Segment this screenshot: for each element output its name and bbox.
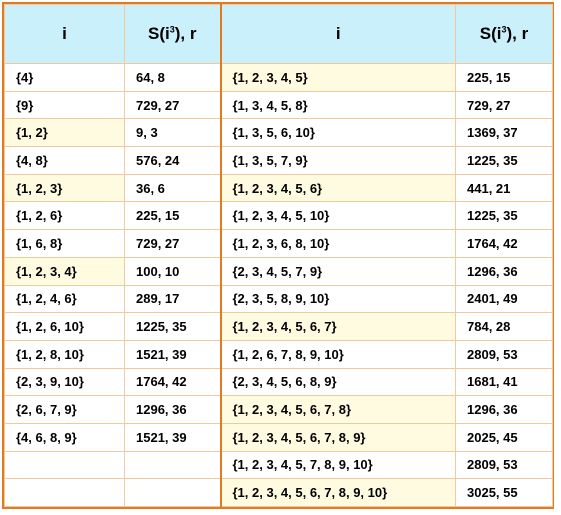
left-set-cell: {1, 2, 3, 4} xyxy=(4,256,125,286)
left-value-cell: 1521, 39 xyxy=(124,422,221,452)
table-row: {1, 2, 6, 10} 1225, 35 {1, 2, 3, 4, 5, 6, … xyxy=(4,312,553,341)
left-value-cell: 289, 17 xyxy=(124,284,221,314)
header-s-left: S(i3), r xyxy=(124,4,221,64)
right-set-cell: {1, 2, 3, 4, 5, 6, 7} xyxy=(219,312,456,341)
right-value-cell: 729, 27 xyxy=(455,90,553,120)
header-s-suffix: ), r xyxy=(174,24,197,43)
left-set-cell: {4} xyxy=(4,63,125,92)
header-s-prefix: S(i xyxy=(479,24,502,43)
left-set-cell xyxy=(4,478,125,507)
right-value-cell: 2025, 45 xyxy=(455,422,553,452)
left-set-cell: {1, 2, 6} xyxy=(4,201,125,231)
right-set-cell: {1, 3, 5, 6, 10} xyxy=(219,118,456,148)
right-set-cell: {1, 2, 3, 6, 8, 10} xyxy=(219,229,456,258)
left-value-cell xyxy=(124,450,221,480)
right-value-cell: 2809, 53 xyxy=(455,450,553,480)
header-s-prefix: S(i xyxy=(148,24,170,43)
right-value-cell: 1369, 37 xyxy=(455,118,553,148)
table-frame: i S(i3), r i S(i3), r {4} 64, 8 {1, 2, 3, … xyxy=(2,2,554,509)
right-set-cell: {1, 2, 6, 7, 8, 9, 10} xyxy=(219,339,456,369)
right-set-cell: {1, 2, 3, 4, 5, 6, 7, 8} xyxy=(219,395,456,424)
right-value-cell: 1225, 35 xyxy=(455,201,553,231)
left-set-cell: {1, 6, 8} xyxy=(4,229,125,258)
left-set-cell xyxy=(4,450,125,480)
table-row: {1, 6, 8} 729, 27 {1, 2, 3, 6, 8, 10} 1764,… xyxy=(4,229,553,258)
right-value-cell: 784, 28 xyxy=(455,312,553,341)
right-value-cell: 1225, 35 xyxy=(455,146,553,175)
table-row: {2, 3, 9, 10} 1764, 42 {2, 3, 4, 5, 6, 8, … xyxy=(4,367,553,397)
table-row: {1, 2, 4, 6} 289, 17 {2, 3, 5, 8, 9, 10} 24… xyxy=(4,284,553,314)
right-value-cell: 1681, 41 xyxy=(455,367,553,397)
left-set-cell: {9} xyxy=(4,90,125,120)
right-value-cell: 1296, 36 xyxy=(455,256,553,286)
table-row: {1, 2, 3, 4, 5, 7, 8, 9, 10} 2809, 53 xyxy=(4,450,553,480)
right-set-cell: {1, 2, 3, 4, 5, 10} xyxy=(219,201,456,231)
right-set-cell: {2, 3, 4, 5, 7, 9} xyxy=(219,256,456,286)
table-row: {1, 2, 3} 36, 6 {1, 2, 3, 4, 5, 6} 441, 21 xyxy=(4,173,553,203)
header-s-sup: 3 xyxy=(501,24,507,35)
table-row: {4} 64, 8 {1, 2, 3, 4, 5} 225, 15 xyxy=(4,63,553,92)
left-value-cell: 1225, 35 xyxy=(124,312,221,341)
right-value-cell: 2401, 49 xyxy=(455,284,553,314)
table-row: {1, 2} 9, 3 {1, 3, 5, 6, 10} 1369, 37 xyxy=(4,118,553,148)
left-set-cell: {1, 2, 4, 6} xyxy=(4,284,125,314)
right-value-cell: 441, 21 xyxy=(455,173,553,203)
table-row: {9} 729, 27 {1, 3, 4, 5, 8} 729, 27 xyxy=(4,90,553,120)
right-set-cell: {1, 2, 3, 4, 5, 6, 7, 8, 9} xyxy=(219,422,456,452)
right-set-cell: {2, 3, 5, 8, 9, 10} xyxy=(219,284,456,314)
left-value-cell: 1764, 42 xyxy=(124,367,221,397)
left-value-cell: 9, 3 xyxy=(124,118,221,148)
left-value-cell: 64, 8 xyxy=(124,63,221,92)
left-set-cell: {1, 2, 8, 10} xyxy=(4,339,125,369)
left-value-cell xyxy=(124,478,221,507)
header-s-suffix: ), r xyxy=(506,24,529,43)
right-value-cell: 1764, 42 xyxy=(455,229,553,258)
left-set-cell: {4, 6, 8, 9} xyxy=(4,422,125,452)
left-set-cell: {2, 6, 7, 9} xyxy=(4,395,125,424)
right-value-cell: 225, 15 xyxy=(455,63,553,92)
left-value-cell: 576, 24 xyxy=(124,146,221,175)
left-value-cell: 1296, 36 xyxy=(124,395,221,424)
left-set-cell: {1, 2, 3} xyxy=(4,173,125,203)
right-value-cell: 2809, 53 xyxy=(455,339,553,369)
left-set-cell: {1, 2, 6, 10} xyxy=(4,312,125,341)
left-set-cell: {4, 8} xyxy=(4,146,125,175)
table-row: {1, 2, 8, 10} 1521, 39 {1, 2, 6, 7, 8, 9, … xyxy=(4,339,553,369)
left-value-cell: 729, 27 xyxy=(124,90,221,120)
right-set-cell: {1, 2, 3, 4, 5, 6} xyxy=(219,173,456,203)
left-set-cell: {1, 2} xyxy=(4,118,125,148)
header-i-right: i xyxy=(219,4,456,64)
right-set-cell: {1, 2, 3, 4, 5, 7, 8, 9, 10} xyxy=(219,450,456,480)
left-value-cell: 729, 27 xyxy=(124,229,221,258)
right-value-cell: 3025, 55 xyxy=(455,478,553,507)
right-set-cell: {1, 3, 4, 5, 8} xyxy=(219,90,456,120)
header-i-left: i xyxy=(4,4,125,64)
header-s-sup: 3 xyxy=(169,24,175,35)
left-value-cell: 36, 6 xyxy=(124,173,221,203)
table-row: {1, 2, 6} 225, 15 {1, 2, 3, 4, 5, 10} 1225,… xyxy=(4,201,553,231)
left-value-cell: 100, 10 xyxy=(124,256,221,286)
table-row: {4, 8} 576, 24 {1, 3, 5, 7, 9} 1225, 35 xyxy=(4,146,553,175)
left-set-cell: {2, 3, 9, 10} xyxy=(4,367,125,397)
header-s-right: S(i3), r xyxy=(455,4,553,64)
right-set-cell: {1, 2, 3, 4, 5, 6, 7, 8, 9, 10} xyxy=(219,478,456,507)
table-row: {4, 6, 8, 9} 1521, 39 {1, 2, 3, 4, 5, 6, 7… xyxy=(4,422,553,452)
table-row: {1, 2, 3, 4} 100, 10 {2, 3, 4, 5, 7, 9} 129… xyxy=(4,256,553,286)
right-value-cell: 1296, 36 xyxy=(455,395,553,424)
right-set-cell: {2, 3, 4, 5, 6, 8, 9} xyxy=(219,367,456,397)
left-value-cell: 1521, 39 xyxy=(124,339,221,369)
right-set-cell: {1, 2, 3, 4, 5} xyxy=(219,63,456,92)
table-row: {2, 6, 7, 9} 1296, 36 {1, 2, 3, 4, 5, 6, 7… xyxy=(4,395,553,424)
right-set-cell: {1, 3, 5, 7, 9} xyxy=(219,146,456,175)
left-value-cell: 225, 15 xyxy=(124,201,221,231)
sum-of-cubes-table: i S(i3), r i S(i3), r {4} 64, 8 {1, 2, 3, … xyxy=(4,4,553,507)
table-row: {1, 2, 3, 4, 5, 6, 7, 8, 9, 10} 3025, 55 xyxy=(4,478,553,507)
header-row: i S(i3), r i S(i3), r xyxy=(4,4,553,64)
